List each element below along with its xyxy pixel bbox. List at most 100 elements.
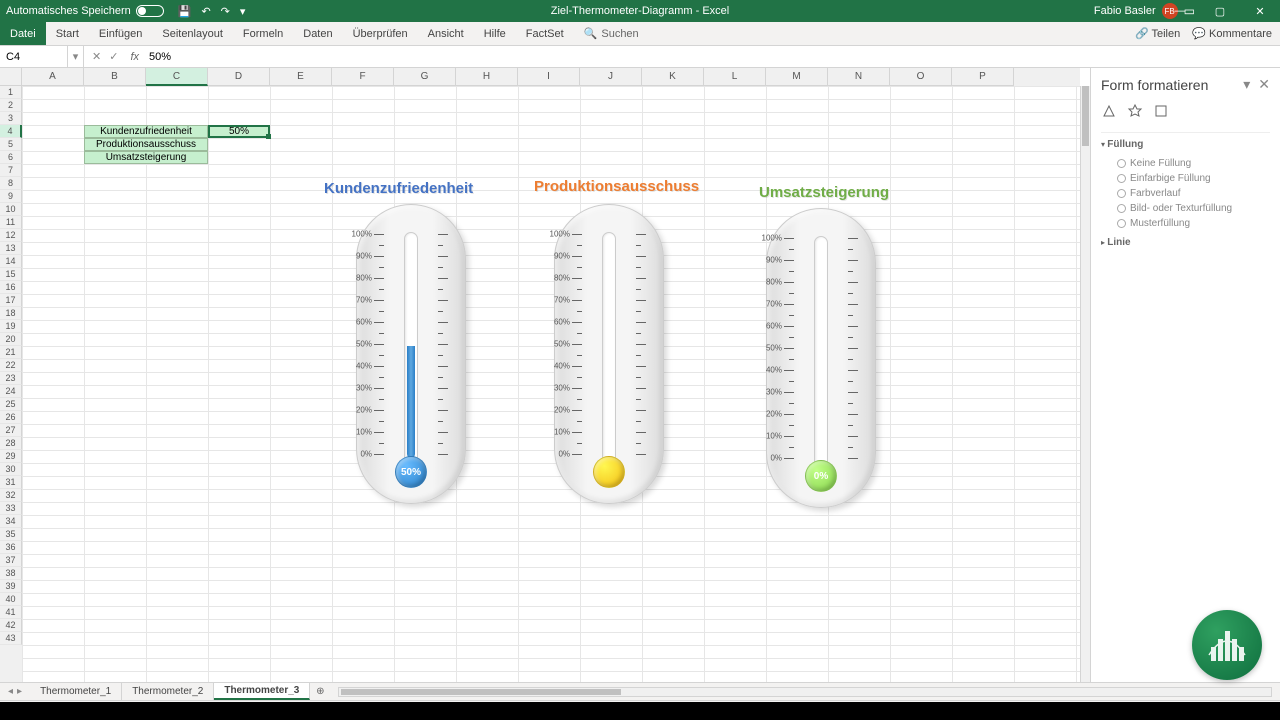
sheet-tab[interactable]: Thermometer_2 bbox=[122, 683, 214, 700]
line-section[interactable]: Linie bbox=[1101, 231, 1270, 254]
data-label-cell[interactable]: Produktionsausschuss bbox=[84, 138, 208, 151]
col-header[interactable]: E bbox=[270, 68, 332, 86]
col-header[interactable]: A bbox=[22, 68, 84, 86]
row-header[interactable]: 34 bbox=[0, 515, 22, 528]
row-header[interactable]: 33 bbox=[0, 502, 22, 515]
row-header[interactable]: 21 bbox=[0, 346, 22, 359]
tab-formeln[interactable]: Formeln bbox=[233, 22, 293, 45]
minimize-button[interactable]: — bbox=[1160, 0, 1200, 22]
row-header[interactable]: 24 bbox=[0, 385, 22, 398]
col-header[interactable]: B bbox=[84, 68, 146, 86]
row-header[interactable]: 43 bbox=[0, 632, 22, 645]
fill-option[interactable]: Keine Füllung bbox=[1101, 156, 1270, 171]
share-button[interactable]: 🔗 Teilen bbox=[1135, 27, 1180, 40]
name-box-dropdown[interactable]: ▾ bbox=[68, 46, 84, 67]
row-header[interactable]: 7 bbox=[0, 164, 22, 177]
row-header[interactable]: 12 bbox=[0, 229, 22, 242]
tab-ansicht[interactable]: Ansicht bbox=[418, 22, 474, 45]
tab-ueberpruefen[interactable]: Überprüfen bbox=[343, 22, 418, 45]
row-header[interactable]: 38 bbox=[0, 567, 22, 580]
col-header[interactable]: J bbox=[580, 68, 642, 86]
size-props-icon[interactable] bbox=[1153, 103, 1169, 122]
row-header[interactable]: 9 bbox=[0, 190, 22, 203]
comments-button[interactable]: 💬 Kommentare bbox=[1192, 27, 1272, 40]
row-header[interactable]: 19 bbox=[0, 320, 22, 333]
row-header[interactable]: 22 bbox=[0, 359, 22, 372]
col-header[interactable]: K bbox=[642, 68, 704, 86]
undo-icon[interactable]: ↶ bbox=[201, 5, 210, 18]
fill-line-icon[interactable] bbox=[1101, 103, 1117, 122]
fill-option[interactable]: Musterfüllung bbox=[1101, 216, 1270, 231]
redo-icon[interactable]: ↷ bbox=[221, 5, 230, 18]
thermometer-chart[interactable]: 0%10%20%30%40%50%60%70%80%90%100% bbox=[544, 204, 674, 504]
fx-icon[interactable]: fx bbox=[126, 51, 143, 63]
save-icon[interactable]: 💾 bbox=[178, 5, 192, 18]
vertical-scrollbar[interactable] bbox=[1080, 86, 1090, 682]
fill-section[interactable]: Füllung bbox=[1101, 133, 1270, 156]
sheet-tab[interactable]: Thermometer_1 bbox=[30, 683, 122, 700]
row-header[interactable]: 25 bbox=[0, 398, 22, 411]
fill-option[interactable]: Bild- oder Texturfüllung bbox=[1101, 201, 1270, 216]
formula-input[interactable]: 50% bbox=[143, 51, 177, 63]
autosave-toggle[interactable] bbox=[136, 5, 164, 17]
data-label-cell[interactable]: Umsatzsteigerung bbox=[84, 151, 208, 164]
row-header[interactable]: 27 bbox=[0, 424, 22, 437]
row-header[interactable]: 32 bbox=[0, 489, 22, 502]
col-header[interactable]: N bbox=[828, 68, 890, 86]
row-header[interactable]: 11 bbox=[0, 216, 22, 229]
row-header[interactable]: 5 bbox=[0, 138, 22, 151]
row-header[interactable]: 40 bbox=[0, 593, 22, 606]
tab-datei[interactable]: Datei bbox=[0, 22, 46, 45]
col-header[interactable]: O bbox=[890, 68, 952, 86]
taskpane-menu-icon[interactable]: ▾ bbox=[1243, 76, 1250, 93]
row-header[interactable]: 18 bbox=[0, 307, 22, 320]
sheet-tab[interactable]: Thermometer_3 bbox=[214, 683, 310, 700]
data-value-cell[interactable]: 50% bbox=[208, 125, 270, 138]
row-header[interactable]: 35 bbox=[0, 528, 22, 541]
close-button[interactable]: ✕ bbox=[1240, 0, 1280, 22]
row-header[interactable]: 3 bbox=[0, 112, 22, 125]
row-header[interactable]: 37 bbox=[0, 554, 22, 567]
tab-factset[interactable]: FactSet bbox=[516, 22, 574, 45]
row-header[interactable]: 1 bbox=[0, 86, 22, 99]
col-header[interactable]: P bbox=[952, 68, 1014, 86]
row-header[interactable]: 13 bbox=[0, 242, 22, 255]
row-header[interactable]: 20 bbox=[0, 333, 22, 346]
row-header[interactable]: 36 bbox=[0, 541, 22, 554]
row-header[interactable]: 28 bbox=[0, 437, 22, 450]
sheet-nav-next[interactable]: ▸ bbox=[17, 686, 22, 697]
row-header[interactable]: 17 bbox=[0, 294, 22, 307]
row-header[interactable]: 42 bbox=[0, 619, 22, 632]
qat-custom-icon[interactable]: ▾ bbox=[240, 5, 246, 18]
col-header[interactable]: G bbox=[394, 68, 456, 86]
select-all-corner[interactable] bbox=[0, 68, 22, 86]
row-header[interactable]: 16 bbox=[0, 281, 22, 294]
tab-hilfe[interactable]: Hilfe bbox=[474, 22, 516, 45]
fill-option[interactable]: Farbverlauf bbox=[1101, 186, 1270, 201]
taskpane-close-icon[interactable]: ✕ bbox=[1258, 76, 1270, 93]
thermometer-chart[interactable]: 0%10%20%30%40%50%60%70%80%90%100%50% bbox=[346, 204, 476, 504]
spreadsheet-grid[interactable]: ABCDEFGHIJKLMNOP 12345678910111213141516… bbox=[0, 68, 1090, 682]
row-header[interactable]: 10 bbox=[0, 203, 22, 216]
row-header[interactable]: 29 bbox=[0, 450, 22, 463]
row-header[interactable]: 41 bbox=[0, 606, 22, 619]
sheet-nav-prev[interactable]: ◂ bbox=[8, 686, 13, 697]
horizontal-scrollbar[interactable] bbox=[338, 687, 1272, 697]
fill-option[interactable]: Einfarbige Füllung bbox=[1101, 171, 1270, 186]
row-header[interactable]: 23 bbox=[0, 372, 22, 385]
tab-seitenlayout[interactable]: Seitenlayout bbox=[152, 22, 233, 45]
add-sheet-button[interactable]: ⊕ bbox=[310, 686, 330, 697]
tab-daten[interactable]: Daten bbox=[293, 22, 342, 45]
data-label-cell[interactable]: Kundenzufriedenheit bbox=[84, 125, 208, 138]
tab-start[interactable]: Start bbox=[46, 22, 89, 45]
row-header[interactable]: 14 bbox=[0, 255, 22, 268]
row-header[interactable]: 26 bbox=[0, 411, 22, 424]
row-header[interactable]: 6 bbox=[0, 151, 22, 164]
row-header[interactable]: 4 bbox=[0, 125, 22, 138]
search-box[interactable]: 🔍 Suchen bbox=[584, 27, 639, 40]
name-box[interactable]: C4 bbox=[0, 46, 68, 67]
effects-icon[interactable] bbox=[1127, 103, 1143, 122]
cancel-formula-icon[interactable]: ✕ bbox=[92, 50, 101, 63]
col-header[interactable]: L bbox=[704, 68, 766, 86]
row-header[interactable]: 2 bbox=[0, 99, 22, 112]
